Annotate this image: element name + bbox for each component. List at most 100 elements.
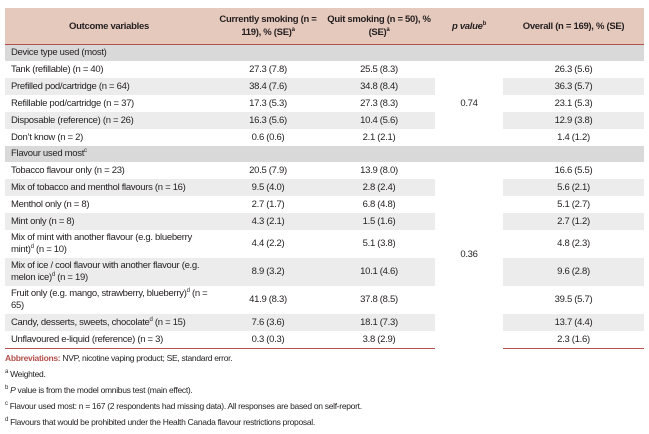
footnote-d: d Flavours that would be prohibited unde… — [5, 416, 362, 432]
row-label: Don’t know (n = 2) — [5, 129, 213, 146]
row-label: Menthol only (n = 8) — [5, 196, 213, 213]
footnote-b: b P value is from the model omnibus test… — [5, 384, 362, 400]
overall-value: 5.6 (2.1) — [503, 179, 644, 196]
row-label: Disposable (reference) (n = 26) — [5, 112, 213, 129]
footnote-abbreviations: Abbreviations: NVP, nicotine vaping prod… — [5, 352, 362, 368]
footnote-marker: a — [386, 26, 390, 33]
row-label: Mix of mint with another flavour (e.g. b… — [5, 230, 213, 258]
currently-smoking-value: 4.3 (2.1) — [213, 213, 323, 230]
row-label: Candy, desserts, sweets, chocolated (n =… — [5, 314, 213, 331]
row-label: Mint only (n = 8) — [5, 213, 213, 230]
table-row: Mix of mint with another flavour (e.g. b… — [5, 230, 644, 258]
overall-value: 13.7 (4.4) — [503, 314, 644, 331]
row-label: Prefilled pod/cartridge (n = 64) — [5, 78, 213, 95]
currently-smoking-value: 20.5 (7.9) — [249, 164, 287, 176]
header-currently-smoking: Currently smoking (n = 119), % (SE)a — [213, 8, 323, 45]
header-overall: Overall (n = 169), % (SE) — [503, 8, 644, 45]
row-label-text: Mix of tobacco and menthol flavours (n =… — [11, 181, 186, 193]
footnote-marker: c — [5, 401, 8, 408]
section-title: Device type used (most) — [5, 44, 644, 61]
row-label-text: Tobacco flavour only (n = 23) — [11, 164, 125, 176]
section-title-text: Device type used (most) — [11, 47, 107, 58]
table-row: Candy, desserts, sweets, chocolated (n =… — [5, 314, 644, 331]
currently-smoking-value: 38.4 (7.6) — [213, 78, 323, 95]
row-label-text: Mint only (n = 8) — [11, 215, 75, 227]
footnote-marker: a — [5, 369, 9, 376]
overall-value: 1.4 (1.2) — [557, 131, 590, 143]
currently-smoking-value: 4.4 (2.2) — [251, 238, 285, 249]
table-row: Fruit only (e.g. mango, strawberry, blue… — [5, 286, 644, 314]
quit-smoking-value: 10.1 (4.6) — [323, 258, 435, 286]
table-row: Don’t know (n = 2) 0.6 (0.6) 2.1 (2.1) 1.4 … — [5, 129, 644, 146]
quit-smoking-value: 2.1 (2.1) — [362, 131, 396, 143]
currently-smoking-value: 9.5 (4.0) — [213, 179, 323, 196]
footnote-marker: d — [5, 417, 9, 424]
currently-smoking-value: 0.6 (0.6) — [251, 131, 285, 143]
table-row: Prefilled pod/cartridge (n = 64) 38.4 (7.… — [5, 78, 644, 95]
quit-smoking-value: 3.8 (2.9) — [323, 331, 435, 349]
currently-smoking-value: 27.3 (7.8) — [249, 63, 287, 75]
footnotes: Abbreviations: NVP, nicotine vaping prod… — [5, 352, 362, 432]
overall-value: 26.3 (5.6) — [554, 63, 593, 75]
table-row: Disposable (reference) (n = 26) 16.3 (5.6… — [5, 112, 644, 129]
footnote-italic: P — [8, 385, 16, 395]
quit-smoking-value: 25.5 (8.3) — [360, 63, 398, 75]
overall-value: 16.6 (5.5) — [554, 164, 593, 176]
row-label-text: Mix of ice / cool flavour with another f… — [11, 260, 200, 283]
footnote-marker: d — [51, 271, 55, 278]
table-row: Mix of ice / cool flavour with another f… — [5, 258, 644, 286]
overall-value: 36.3 (5.7) — [503, 78, 644, 95]
currently-smoking-value: 17.3 (5.3) — [249, 97, 287, 109]
header-quit-smoking: Quit smoking (n = 50), % (SE)a — [323, 8, 435, 45]
overall-value: 9.6 (2.8) — [503, 258, 644, 286]
overall-value: 39.5 (5.7) — [554, 294, 593, 305]
row-label: Unflavoured e-liquid (reference) (n = 3) — [5, 331, 213, 349]
row-label: Mix of ice / cool flavour with another f… — [5, 258, 213, 286]
currently-smoking-value: 7.6 (3.6) — [213, 314, 323, 331]
footnote-marker: b — [482, 20, 487, 27]
results-table: Outcome variables Currently smoking (n =… — [5, 8, 644, 349]
footnote-marker: d — [30, 243, 34, 250]
quit-smoking-value: 6.8 (4.8) — [362, 198, 396, 210]
footnote-marker: a — [291, 26, 295, 33]
row-label-text: Candy, desserts, sweets, chocolate — [11, 316, 150, 328]
row-label-text: (n = 15) — [152, 316, 186, 328]
row-label-text: Prefilled pod/cartridge (n = 64) — [11, 80, 130, 92]
header-p-value: p valueb — [435, 8, 503, 45]
quit-smoking-value: 1.5 (1.6) — [323, 213, 435, 230]
quit-smoking-value: 27.3 (8.3) — [360, 97, 398, 109]
table-row: Tobacco flavour only (n = 23) 20.5 (7.9) 1… — [5, 162, 644, 349]
row-label-text: Menthol only (n = 8) — [11, 198, 90, 210]
row-label: Mix of tobacco and menthol flavours (n =… — [5, 179, 213, 196]
footnote-marker: d — [186, 287, 190, 294]
row-label-text: Mix of mint with another flavour (e.g. b… — [11, 232, 192, 255]
currently-smoking-value: 0.3 (0.3) — [213, 331, 323, 349]
quit-smoking-value: 18.1 (7.3) — [323, 314, 435, 331]
table-row: Mint only (n = 8) 4.3 (2.1) 1.5 (1.6) 2.7 (… — [5, 213, 644, 230]
section-header-row: Flavour used mostc — [5, 146, 644, 162]
row-label-text: Tank (refillable) (n = 40) — [11, 63, 104, 75]
footnote-text: Flavours that would be prohibited under … — [8, 417, 315, 427]
section-title-text: Flavour used most — [11, 148, 85, 159]
row-label: Refillable pod/cartridge (n = 37) — [5, 95, 213, 112]
row-label-text: Unflavoured e-liquid (reference) (n = 3) — [11, 333, 163, 345]
row-label: Tobacco flavour only (n = 23) — [5, 162, 213, 179]
footnote-marker: d — [149, 316, 153, 323]
header-text: Outcome variables — [69, 20, 149, 32]
currently-smoking-value: 8.9 (3.2) — [213, 258, 323, 286]
table-row: Tank (refillable) (n = 40) 27.3 (7.8) 25.5… — [5, 61, 644, 146]
footnote-a: a Weighted. — [5, 368, 362, 384]
currently-smoking-value: 2.7 (1.7) — [251, 198, 285, 210]
section-header-row: Device type used (most) — [5, 44, 644, 61]
footnote-marker: c — [84, 147, 87, 154]
header-row: Outcome variables Currently smoking (n =… — [5, 8, 644, 45]
header-text: Overall (n = 169), % (SE) — [522, 20, 625, 32]
row-label-text: (n = 65) — [11, 288, 208, 311]
table-row: Menthol only (n = 8) 2.7 (1.7) 6.8 (4.8) 5.… — [5, 196, 644, 213]
header-text: p value — [451, 20, 483, 32]
footnote-text: Weighted. — [8, 369, 46, 379]
row-label-text: Refillable pod/cartridge (n = 37) — [11, 97, 134, 109]
row-label: Tank (refillable) (n = 40) — [5, 61, 213, 78]
row-label: Fruit only (e.g. mango, strawberry, blue… — [5, 286, 213, 314]
abbreviations-text: NVP, nicotine vaping product; SE, standa… — [60, 353, 233, 363]
